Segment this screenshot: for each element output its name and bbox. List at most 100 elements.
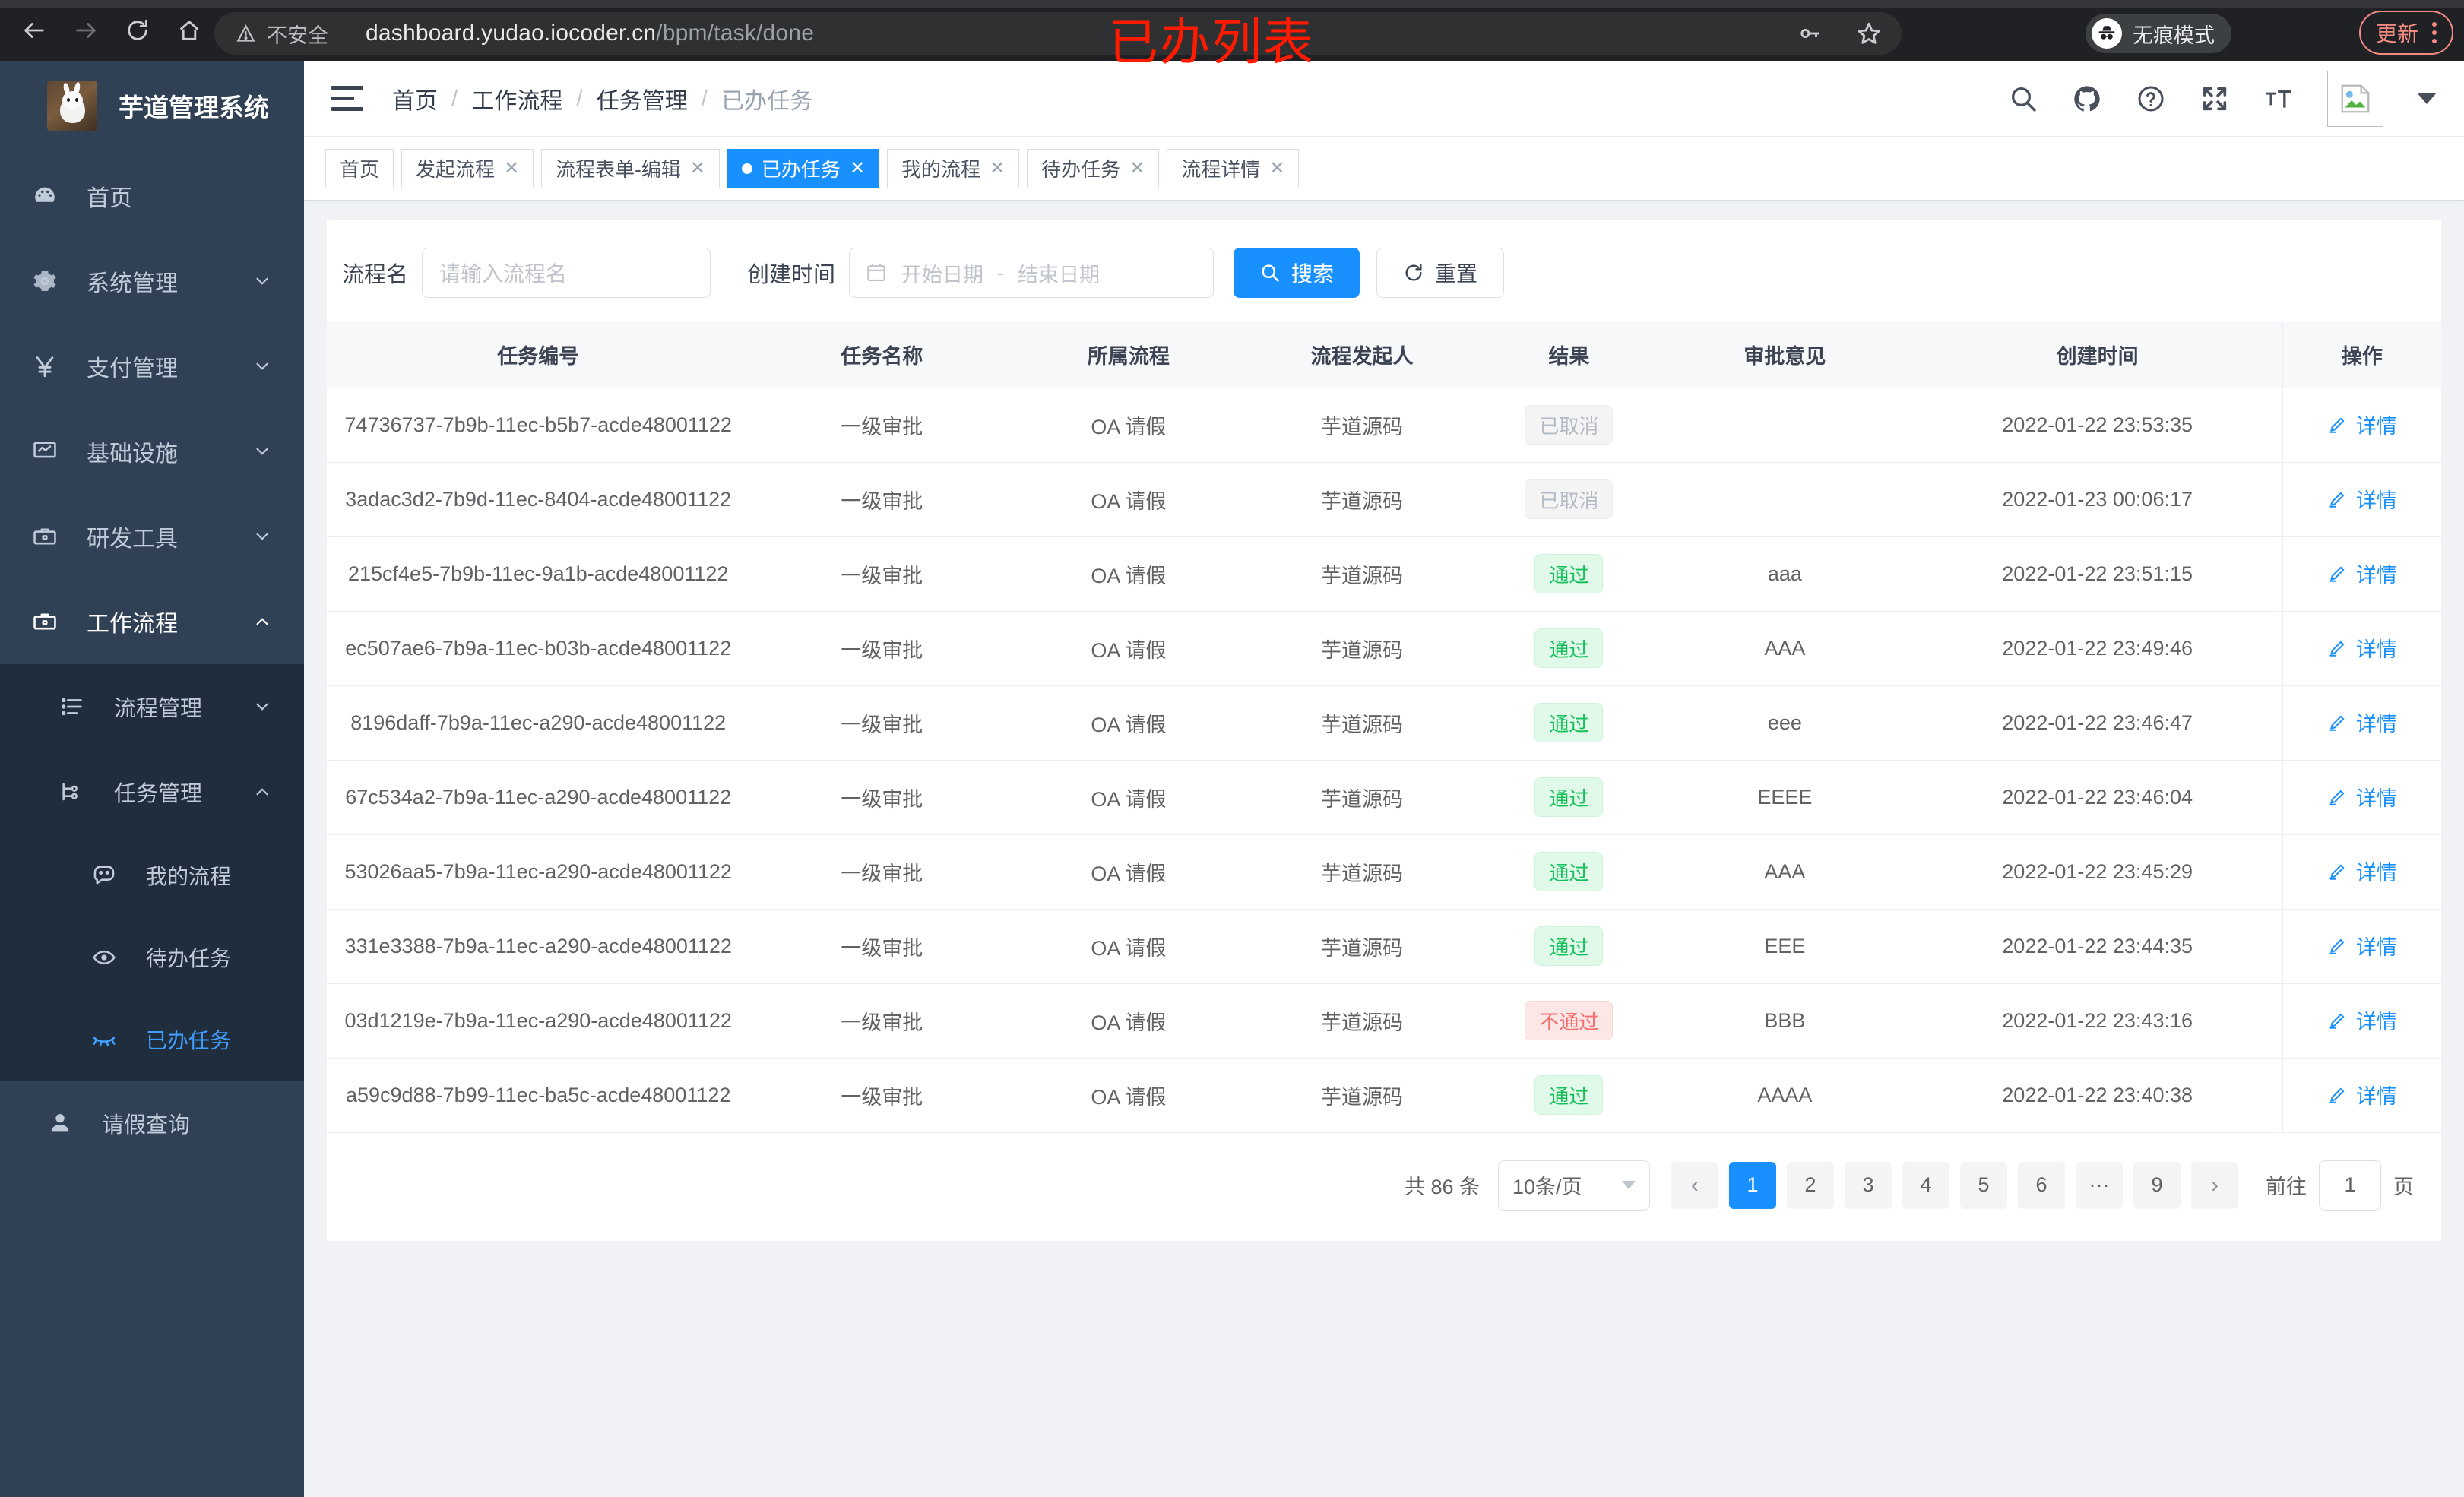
- close-icon[interactable]: ✕: [1129, 157, 1145, 179]
- close-icon[interactable]: ✕: [504, 157, 520, 179]
- sidebar-item-payment[interactable]: 支付管理: [0, 324, 304, 409]
- sidebar-item-devtools[interactable]: 研发工具: [0, 494, 304, 579]
- detail-button[interactable]: 详情: [2327, 782, 2397, 812]
- detail-button[interactable]: 详情: [2327, 1005, 2397, 1035]
- tab-process-detail[interactable]: 流程详情 ✕: [1167, 148, 1300, 188]
- cell-created: 2022-01-22 23:51:15: [1912, 536, 2283, 612]
- sidebar-item-process-manage[interactable]: 流程管理: [0, 664, 304, 749]
- incognito-label: 无痕模式: [2133, 24, 2215, 47]
- next-page-button[interactable]: ›: [2191, 1161, 2238, 1209]
- detail-button[interactable]: 详情: [2327, 931, 2397, 961]
- home-icon[interactable]: [166, 7, 213, 54]
- sidebar-item-infrastructure[interactable]: 基础设施: [0, 409, 304, 494]
- reload-icon[interactable]: [114, 7, 161, 54]
- key-icon[interactable]: [1797, 21, 1823, 46]
- table-row[interactable]: 74736737-7b9b-11ec-b5b7-acde48001122 一级审批…: [327, 388, 2441, 463]
- close-icon[interactable]: ✕: [849, 157, 866, 179]
- tab-my-process[interactable]: 我的流程 ✕: [887, 148, 1020, 188]
- sidebar-item-workflow[interactable]: 工作流程: [0, 579, 304, 664]
- close-icon[interactable]: ✕: [689, 157, 705, 179]
- cell-result: 通过: [1481, 611, 1658, 686]
- chrome-menu-icon[interactable]: [2432, 22, 2437, 43]
- avatar[interactable]: [2327, 70, 2383, 127]
- close-icon[interactable]: ✕: [990, 157, 1006, 179]
- sidebar-item-leave-query[interactable]: 请假查询: [0, 1081, 304, 1166]
- breadcrumb-item[interactable]: 任务管理: [596, 88, 688, 114]
- table-row[interactable]: 53026aa5-7b9a-11ec-a290-acde48001122 一级审批…: [327, 834, 2441, 910]
- help-icon[interactable]: [2136, 84, 2166, 114]
- tab-process-form-edit[interactable]: 流程表单-编辑 ✕: [541, 148, 720, 188]
- page-size-select[interactable]: 10条/页: [1498, 1160, 1650, 1211]
- page-button-5[interactable]: 5: [1960, 1161, 2007, 1209]
- page-button-2[interactable]: 2: [1787, 1161, 1834, 1209]
- cell-action: 详情: [2282, 685, 2441, 761]
- sidebar-item-label: 请假查询: [102, 1113, 191, 1138]
- forward-icon[interactable]: [62, 7, 109, 54]
- search-icon[interactable]: [2008, 84, 2038, 114]
- breadcrumb-item[interactable]: 首页: [392, 88, 438, 114]
- menu-toggle-icon[interactable]: [331, 86, 363, 111]
- tab-todo-task[interactable]: 待办任务 ✕: [1027, 148, 1160, 188]
- update-button[interactable]: 更新: [2358, 11, 2453, 55]
- search-button[interactable]: 搜索: [1234, 248, 1360, 298]
- page-button-6[interactable]: 6: [2018, 1161, 2065, 1209]
- address-bar[interactable]: 不安全 dashboard.yudao.iocoder.cn/bpm/task/…: [214, 12, 1902, 55]
- detail-button[interactable]: 详情: [2327, 559, 2397, 588]
- security-indicator[interactable]: 不安全: [236, 19, 328, 49]
- cell-task-name: 一级审批: [749, 611, 1015, 686]
- page-button-9[interactable]: 9: [2133, 1161, 2181, 1209]
- close-icon[interactable]: ✕: [1269, 157, 1285, 179]
- detail-label: 详情: [2355, 1011, 2397, 1034]
- cell-created: 2022-01-23 00:06:17: [1912, 462, 2283, 537]
- table-row[interactable]: 8196daff-7b9a-11ec-a290-acde48001122 一级审批…: [327, 685, 2441, 761]
- page-ellipsis[interactable]: ···: [2076, 1161, 2123, 1209]
- sidebar-item-system[interactable]: 系统管理: [0, 239, 304, 324]
- sidebar-logo[interactable]: 芋道管理系统: [0, 61, 304, 150]
- detail-button[interactable]: 详情: [2327, 410, 2397, 439]
- sidebar-item-home[interactable]: 首页: [0, 153, 304, 239]
- page-button-4[interactable]: 4: [1902, 1161, 1949, 1209]
- back-icon[interactable]: [11, 7, 58, 54]
- col-result: 结果: [1481, 322, 1658, 388]
- table-row[interactable]: 331e3388-7b9a-11ec-a290-acde48001122 一级审批…: [327, 909, 2441, 984]
- col-comment: 审批意见: [1657, 322, 1913, 388]
- incognito-indicator[interactable]: 无痕模式: [2086, 14, 2231, 53]
- table-row[interactable]: ec507ae6-7b9a-11ec-b03b-acde48001122 一级审批…: [327, 611, 2441, 686]
- jump-input[interactable]: 1: [2319, 1160, 2381, 1211]
- cell-result: 通过: [1481, 536, 1658, 612]
- chevron-down-icon[interactable]: [2417, 93, 2437, 104]
- detail-button[interactable]: 详情: [2327, 633, 2397, 663]
- chevron-up-icon: [256, 788, 268, 796]
- bookmark-star-icon[interactable]: [1856, 21, 1882, 46]
- breadcrumb-item[interactable]: 工作流程: [471, 88, 563, 114]
- github-icon[interactable]: [2072, 84, 2102, 114]
- detail-button[interactable]: 详情: [2327, 1080, 2397, 1109]
- table-body: 74736737-7b9b-11ec-b5b7-acde48001122 一级审批…: [327, 388, 2441, 1133]
- fullscreen-icon[interactable]: [2200, 84, 2230, 114]
- page-button-1[interactable]: 1: [1729, 1161, 1776, 1209]
- detail-button[interactable]: 详情: [2327, 707, 2397, 737]
- table-row[interactable]: a59c9d88-7b99-11ec-ba5c-acde48001122 一级审批…: [327, 1058, 2441, 1133]
- detail-button[interactable]: 详情: [2327, 856, 2397, 886]
- tab-start-process[interactable]: 发起流程 ✕: [401, 148, 534, 188]
- page-button-3[interactable]: 3: [1845, 1161, 1892, 1209]
- create-time-range-input[interactable]: 开始日期 - 结束日期: [849, 248, 1215, 298]
- reset-button[interactable]: 重置: [1376, 248, 1505, 298]
- sidebar-item-done-task[interactable]: 已办任务: [0, 999, 304, 1081]
- sidebar-item-my-process[interactable]: 我的流程: [0, 834, 304, 916]
- top-navbar: 首页 / 工作流程 / 任务管理 / 已办任务: [304, 61, 2464, 137]
- sidebar-item-task-manage[interactable]: 任务管理: [0, 749, 304, 834]
- process-name-input[interactable]: 请输入流程名: [422, 248, 711, 298]
- prev-page-button[interactable]: ‹: [1671, 1161, 1718, 1209]
- table-row[interactable]: 215cf4e5-7b9b-11ec-9a1b-acde48001122 一级审批…: [327, 536, 2441, 612]
- sidebar-item-todo-task[interactable]: 待办任务: [0, 916, 304, 999]
- cell-action: 详情: [2282, 909, 2441, 984]
- table-row[interactable]: 3adac3d2-7b9d-11ec-8404-acde48001122 一级审批…: [327, 462, 2441, 537]
- tab-done-task[interactable]: 已办任务 ✕: [727, 148, 880, 188]
- edit-icon: [2329, 417, 2345, 433]
- tab-home[interactable]: 首页: [325, 148, 394, 188]
- detail-button[interactable]: 详情: [2327, 484, 2397, 514]
- table-row[interactable]: 67c534a2-7b9a-11ec-a290-acde48001122 一级审批…: [327, 760, 2441, 835]
- table-row[interactable]: 03d1219e-7b9a-11ec-a290-acde48001122 一级审批…: [327, 983, 2441, 1059]
- font-size-icon[interactable]: [2263, 84, 2294, 114]
